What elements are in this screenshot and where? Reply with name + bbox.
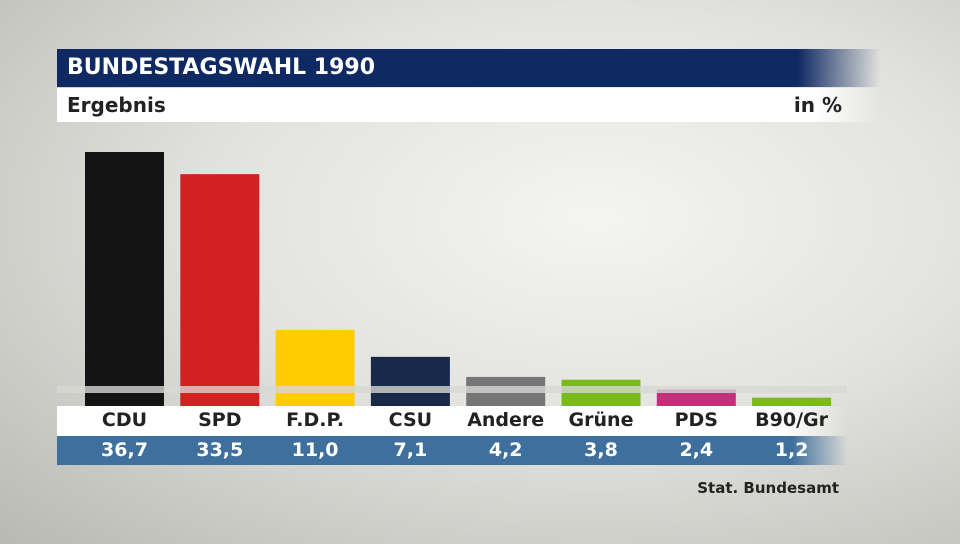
category-label-band	[57, 406, 847, 436]
bar-spd	[180, 174, 260, 406]
subtitle-bar: Ergebnis in %	[57, 88, 880, 122]
bar-cdu	[85, 152, 164, 406]
value-label: 1,2	[774, 439, 809, 461]
bar-f-d-p	[275, 329, 355, 406]
value-label: 4,2	[488, 439, 523, 461]
category-label: Grüne	[568, 409, 634, 431]
value-label: 3,8	[584, 439, 618, 461]
bar-pds	[656, 389, 736, 406]
chart-subtitle: Ergebnis	[67, 93, 166, 117]
value-label: 33,5	[196, 439, 244, 461]
category-label: CDU	[101, 409, 148, 431]
value-label: 2,4	[679, 439, 714, 461]
category-label: CSU	[388, 409, 433, 431]
category-label: SPD	[198, 409, 242, 431]
value-label: 36,7	[101, 439, 148, 461]
category-label: PDS	[674, 409, 718, 431]
category-label: B90/Gr	[755, 409, 828, 431]
chart-title: BUNDESTAGSWAHL 1990	[57, 49, 880, 87]
bar-b90-gr	[752, 397, 832, 406]
bar-csu	[370, 356, 450, 406]
category-label: F.D.P.	[286, 409, 345, 431]
value-label: 7,1	[393, 439, 428, 461]
value-label-band	[57, 436, 847, 465]
unit-label: in %	[793, 93, 842, 117]
category-label: Andere	[467, 409, 545, 431]
baseline-band	[57, 386, 847, 393]
value-label: 11,0	[291, 439, 339, 461]
source-note: Stat. Bundesamt	[697, 479, 839, 497]
